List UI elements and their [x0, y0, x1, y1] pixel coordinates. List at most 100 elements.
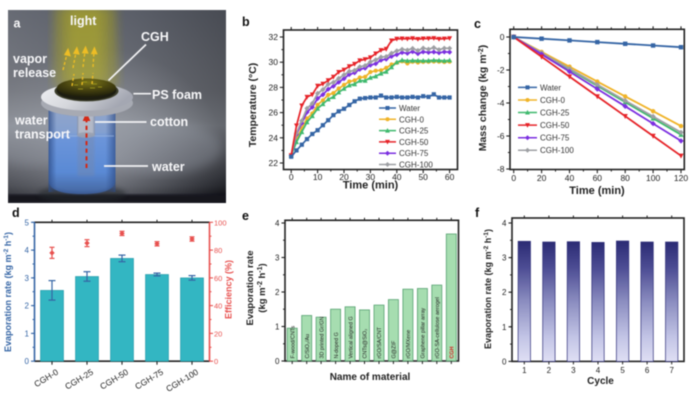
svg-text:CGH-50: CGH-50 — [98, 367, 130, 392]
svg-text:20: 20 — [339, 172, 349, 182]
svg-text:4: 4 — [502, 219, 507, 228]
svg-text:N-doped G: N-doped G — [334, 332, 340, 358]
svg-text:Evaporation rate (kg m-2 h-1): Evaporation rate (kg m-2 h-1) — [3, 232, 13, 352]
svg-text:4: 4 — [25, 246, 30, 255]
svg-text:CGH-100: CGH-100 — [164, 367, 200, 394]
svg-text:20: 20 — [214, 329, 222, 338]
svg-text:2: 2 — [547, 366, 552, 375]
svg-text:10: 10 — [313, 172, 323, 182]
svg-text:0: 0 — [275, 357, 280, 366]
svg-text:40: 40 — [565, 173, 575, 183]
svg-text:26: 26 — [269, 108, 279, 118]
svg-text:28: 28 — [269, 82, 279, 92]
svg-text:rGO/SA/CNT: rGO/SA/CNT — [377, 326, 383, 358]
svg-text:3: 3 — [25, 274, 30, 283]
svg-text:32: 32 — [269, 32, 279, 42]
svg-text:30: 30 — [269, 57, 279, 67]
svg-text:2: 2 — [25, 302, 30, 311]
svg-text:CGH-50: CGH-50 — [399, 138, 429, 147]
svg-text:80: 80 — [620, 173, 630, 183]
svg-text:0: 0 — [25, 357, 30, 366]
svg-text:-2: -2 — [497, 65, 505, 75]
svg-text:release: release — [13, 66, 56, 80]
svg-text:7: 7 — [669, 366, 674, 375]
svg-text:CGH-100: CGH-100 — [540, 146, 574, 155]
svg-text:Time (min): Time (min) — [569, 185, 625, 197]
svg-text:CGH: CGH — [450, 346, 456, 358]
svg-text:light: light — [70, 14, 97, 28]
svg-text:3D printed Gr/GN: 3D printed Gr/GN — [319, 316, 325, 358]
svg-text:G@ZIF: G@ZIF — [392, 340, 398, 358]
svg-text:4: 4 — [596, 366, 601, 375]
svg-text:20: 20 — [537, 173, 547, 183]
svg-text:6: 6 — [645, 366, 650, 375]
svg-text:Cycle: Cycle — [587, 376, 614, 387]
svg-text:rGO-SA-cellulose aerogel: rGO-SA-cellulose aerogel — [435, 297, 441, 358]
svg-text:22: 22 — [269, 158, 279, 168]
svg-text:Evaporation rate (kg m-2 h-1): Evaporation rate (kg m-2 h-1) — [483, 229, 493, 349]
svg-text:3: 3 — [502, 254, 507, 263]
svg-text:60: 60 — [445, 172, 455, 182]
svg-text:(kg m-2 h-1): (kg m-2 h-1) — [257, 263, 268, 312]
svg-text:4: 4 — [275, 219, 280, 228]
svg-text:40: 40 — [392, 172, 402, 182]
svg-text:Graphene pillar array: Graphene pillar array — [421, 308, 427, 359]
svg-text:water: water — [151, 160, 185, 174]
svg-text:-4: -4 — [497, 98, 505, 108]
svg-text:CGH-0: CGH-0 — [32, 367, 60, 389]
svg-text:CNTs@SiO₂: CNTs@SiO₂ — [363, 329, 369, 359]
svg-text:F-wood/CNTs: F-wood/CNTs — [290, 326, 296, 359]
svg-text:24: 24 — [269, 133, 279, 143]
svg-text:CGH-100: CGH-100 — [399, 161, 433, 170]
svg-text:3: 3 — [571, 366, 576, 375]
svg-text:1: 1 — [275, 323, 280, 332]
svg-text:1: 1 — [25, 329, 30, 338]
svg-text:0: 0 — [214, 357, 218, 366]
svg-text:120: 120 — [674, 173, 688, 183]
svg-text:CGH-75: CGH-75 — [399, 149, 429, 158]
svg-text:vapor: vapor — [13, 52, 47, 66]
svg-text:2: 2 — [502, 288, 507, 297]
svg-text:CGH: CGH — [141, 30, 169, 44]
svg-text:0: 0 — [511, 173, 516, 183]
svg-text:5: 5 — [25, 218, 30, 227]
svg-text:CGH-75: CGH-75 — [540, 134, 570, 143]
svg-text:-6: -6 — [497, 131, 505, 141]
svg-text:0: 0 — [502, 357, 507, 366]
svg-text:-8: -8 — [497, 164, 505, 174]
svg-text:Evaporation rate: Evaporation rate — [245, 251, 256, 326]
svg-text:cotton: cotton — [150, 115, 188, 129]
svg-text:rGO/MXene: rGO/MXene — [406, 330, 412, 359]
svg-text:60: 60 — [214, 274, 222, 283]
svg-text:Mass change (kg m-2): Mass change (kg m-2) — [477, 45, 489, 152]
svg-text:CGH-0: CGH-0 — [540, 96, 565, 105]
svg-text:0: 0 — [289, 172, 294, 182]
svg-text:30: 30 — [366, 172, 376, 182]
svg-text:CGH-25: CGH-25 — [399, 127, 429, 136]
svg-text:C/SiO₂/Au: C/SiO₂/Au — [305, 334, 311, 359]
svg-text:Water: Water — [540, 83, 561, 92]
svg-text:0: 0 — [500, 32, 505, 42]
svg-text:CGH-0: CGH-0 — [399, 115, 424, 124]
svg-text:water: water — [14, 114, 48, 128]
svg-text:a: a — [14, 17, 22, 31]
svg-text:3: 3 — [275, 254, 280, 263]
svg-text:CGH-25: CGH-25 — [540, 109, 570, 118]
svg-text:CGH-50: CGH-50 — [540, 121, 570, 130]
svg-text:CGH-75: CGH-75 — [133, 367, 165, 392]
svg-text:PS foam: PS foam — [152, 88, 202, 102]
svg-text:transport: transport — [15, 128, 71, 142]
svg-text:80: 80 — [214, 246, 222, 255]
svg-text:Vertical aligned G: Vertical aligned G — [348, 316, 354, 358]
svg-text:Water: Water — [399, 104, 420, 113]
svg-text:100: 100 — [646, 173, 660, 183]
svg-text:50: 50 — [418, 172, 428, 182]
svg-text:5: 5 — [620, 366, 625, 375]
svg-text:2: 2 — [275, 288, 280, 297]
svg-text:100: 100 — [214, 218, 227, 227]
svg-text:CGH-25: CGH-25 — [63, 367, 95, 392]
svg-text:Efficiency (%): Efficiency (%) — [224, 260, 234, 319]
svg-text:1: 1 — [522, 366, 527, 375]
svg-text:Name of material: Name of material — [330, 372, 411, 383]
svg-text:40: 40 — [214, 302, 222, 311]
